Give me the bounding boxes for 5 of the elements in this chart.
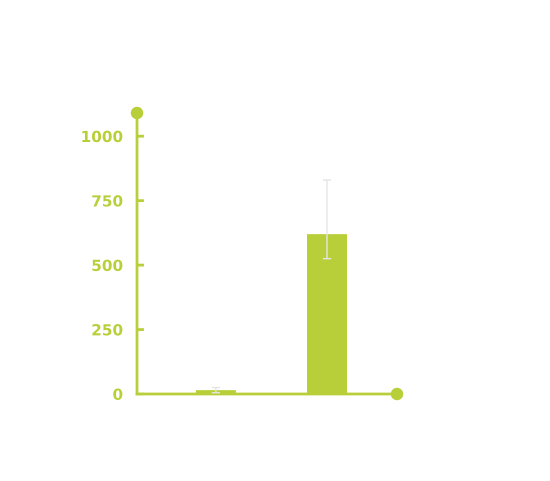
y-tick-label: 750 [92, 195, 122, 207]
y-tick-label: 1000 [82, 130, 122, 142]
y-tick-label: 250 [92, 324, 122, 336]
y-tick-label: 0 [113, 388, 122, 400]
y-tick-label: 500 [92, 260, 122, 272]
